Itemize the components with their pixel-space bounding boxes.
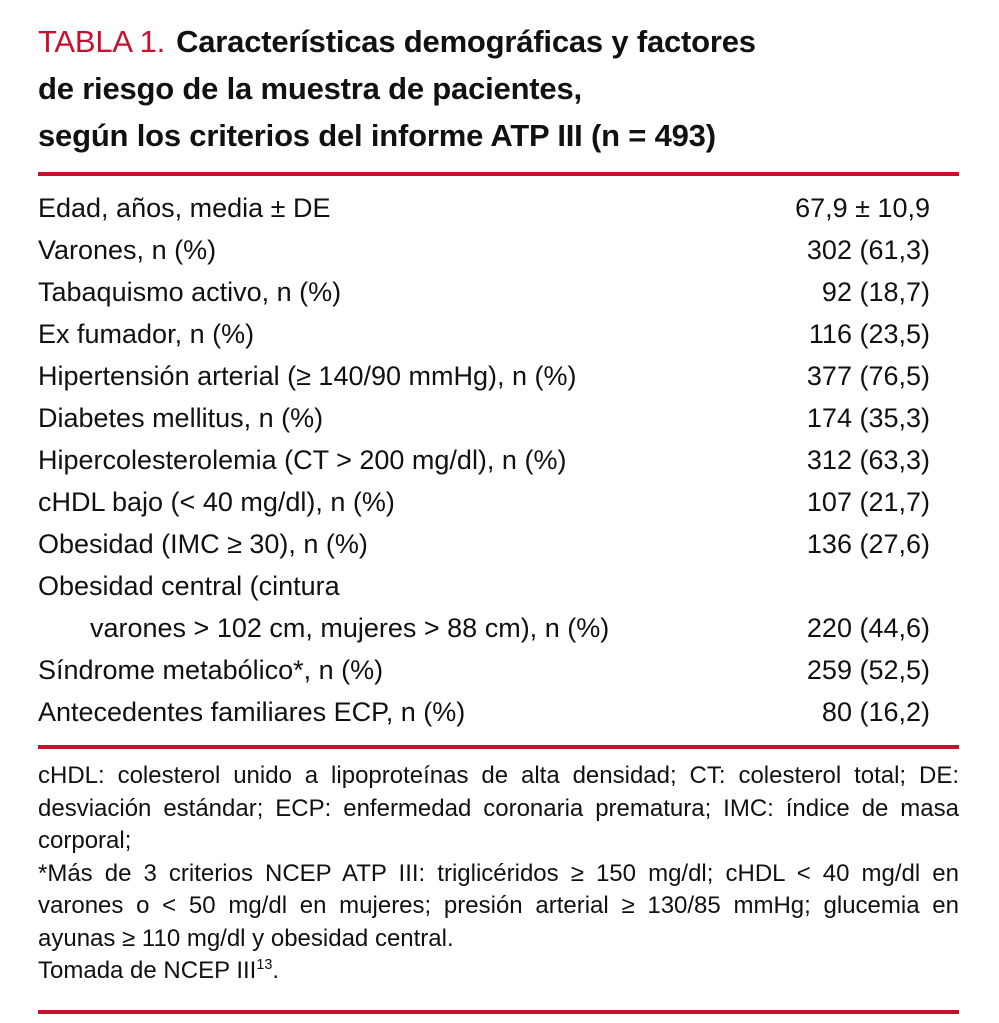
table-row-continuation: varones > 102 cm, mujeres > 88 cm), n (%… — [38, 607, 959, 649]
table-body: Edad, años, media ± DE 67,9 ± 10,9 Varon… — [38, 176, 959, 745]
table-row: Hipercolesterolemia (CT > 200 mg/dl), n … — [38, 439, 959, 481]
title-line-1: TABLA 1. Características demográficas y f… — [38, 18, 959, 65]
row-label: Síndrome metabólico*, n (%) — [38, 655, 384, 685]
table-row: Antecedentes familiares ECP, n (%) 80 (1… — [38, 691, 959, 733]
table-row: Ex fumador, n (%) 116 (23,5) — [38, 313, 959, 355]
row-label: Hipercolesterolemia (CT > 200 mg/dl), n … — [38, 445, 567, 475]
table-row: Hipertensión arterial (≥ 140/90 mmHg), n… — [38, 355, 959, 397]
bottom-rule — [38, 1010, 959, 1014]
table-row: cHDL bajo (< 40 mg/dl), n (%) 107 (21,7) — [38, 481, 959, 523]
table-row: Obesidad (IMC ≥ 30), n (%) 136 (27,6) — [38, 523, 959, 565]
row-value: 302 (61,3) — [806, 235, 930, 265]
row-label: Antecedentes familiares ECP, n (%) — [38, 697, 466, 727]
row-label: Diabetes mellitus, n (%) — [38, 403, 324, 433]
row-label: varones > 102 cm, mujeres > 88 cm), n (%… — [90, 613, 610, 643]
row-value: 92 (18,7) — [821, 277, 930, 307]
row-label: Ex fumador, n (%) — [38, 319, 255, 349]
footnote-criteria: *Más de 3 criterios NCEP ATP III: trigli… — [38, 859, 959, 952]
footnote-citation-number: 13 — [256, 957, 273, 973]
row-value: 67,9 ± 10,9 — [795, 193, 930, 223]
row-value: 80 (16,2) — [821, 697, 930, 727]
row-label: Obesidad central (cintura — [38, 571, 340, 601]
top-rule — [38, 172, 959, 176]
row-value: 116 (23,5) — [808, 319, 930, 349]
table-row: Varones, n (%) 302 (61,3) — [38, 229, 959, 271]
row-label: Edad, años, media ± DE — [38, 193, 331, 223]
row-value: 220 (44,6) — [806, 613, 930, 643]
row-value: 377 (76,5) — [806, 361, 930, 391]
table-number-label: TABLA 1. — [38, 24, 166, 59]
row-label: Obesidad (IMC ≥ 30), n (%) — [38, 529, 368, 559]
footnote-source-period: . — [272, 957, 280, 984]
title-line-3: según los criterios del informe ATP III … — [38, 118, 716, 153]
title-text-1: Características demográficas y factores — [176, 24, 756, 59]
row-value: 312 (63,3) — [806, 445, 930, 475]
middle-rule — [38, 745, 959, 749]
footnote-source-text: Tomada de NCEP III — [38, 957, 257, 984]
row-value: 174 (35,3) — [806, 403, 930, 433]
title-line-2: de riesgo de la muestra de pacientes, — [38, 71, 582, 106]
table-row: Síndrome metabólico*, n (%) 259 (52,5) — [38, 649, 959, 691]
footnote-abbreviations: cHDL: colesterol unido a lipoproteínas d… — [38, 762, 959, 854]
row-value: 136 (27,6) — [806, 529, 930, 559]
row-label: cHDL bajo (< 40 mg/dl), n (%) — [38, 487, 395, 517]
table-row: Diabetes mellitus, n (%) 174 (35,3) — [38, 397, 959, 439]
row-label: Varones, n (%) — [38, 235, 217, 265]
table-row: Edad, años, media ± DE 67,9 ± 10,9 — [38, 187, 959, 229]
row-label: Tabaquismo activo, n (%) — [38, 277, 342, 307]
table-title: TABLA 1. Características demográficas y f… — [38, 18, 959, 159]
row-label: Hipertensión arterial (≥ 140/90 mmHg), n… — [38, 361, 577, 391]
table-footnotes: cHDL: colesterol unido a lipoproteínas d… — [38, 760, 959, 988]
table-row: Obesidad central (cintura — [38, 565, 959, 607]
table-row: Tabaquismo activo, n (%) 92 (18,7) — [38, 271, 959, 313]
row-value: 259 (52,5) — [806, 655, 930, 685]
row-value: 107 (21,7) — [806, 487, 930, 517]
footnote-source: Tomada de NCEP III13. — [38, 955, 959, 988]
